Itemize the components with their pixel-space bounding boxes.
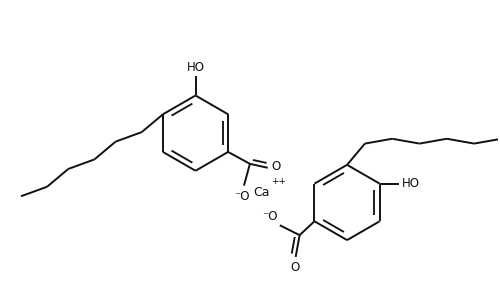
Text: O: O [272, 160, 281, 173]
Text: O: O [290, 261, 300, 274]
Text: HO: HO [402, 177, 419, 190]
Text: Ca: Ca [254, 186, 270, 199]
Text: ⁻O: ⁻O [234, 190, 250, 202]
Text: ⁻O: ⁻O [262, 210, 278, 223]
Text: HO: HO [186, 61, 204, 74]
Text: ++: ++ [271, 177, 286, 186]
